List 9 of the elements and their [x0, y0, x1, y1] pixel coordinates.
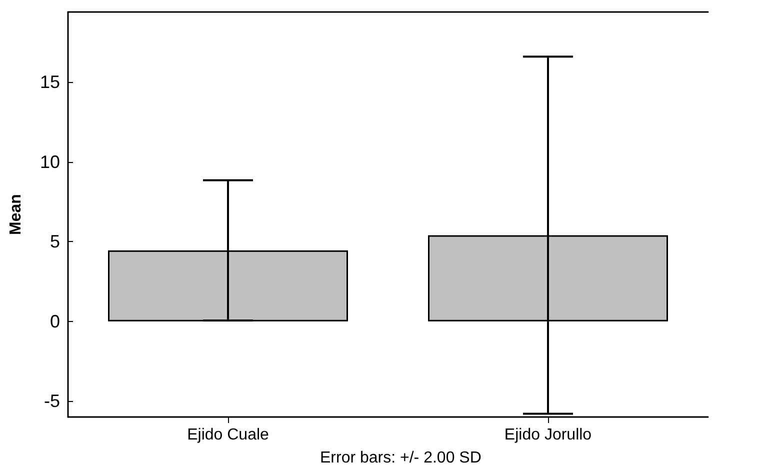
- y-tick-label: -5: [44, 391, 60, 412]
- text: Error bars: +/- 2.00 SD: [320, 450, 482, 466]
- x-tick-label: Ejido Cuale: [187, 426, 270, 444]
- y-tick-label: 0: [50, 311, 60, 332]
- y-tick-label: 10: [40, 152, 60, 172]
- x-tick-label: Ejido Jorullo: [504, 426, 592, 444]
- y-axis-title: Mean: [8, 194, 24, 235]
- y-tick-label: 15: [40, 72, 60, 92]
- y-tick-label: 5: [50, 232, 60, 252]
